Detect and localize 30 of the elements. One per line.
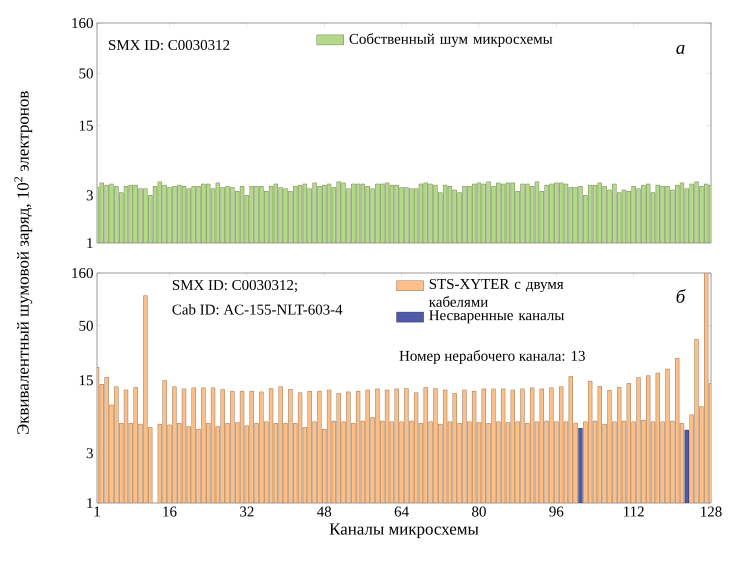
x-tick-label: 112 xyxy=(624,506,644,516)
x-tick-label: 16 xyxy=(163,506,177,517)
y-tick-label: 160 xyxy=(72,18,93,28)
annotation: Номер нерабочего канала: 13 xyxy=(400,350,585,364)
y-axis-title: Эквивалентный шумовой заряд, 10$^{2}$ электронов xyxy=(14,91,32,434)
annotation: б xyxy=(676,289,686,303)
y-tick-label: 1 xyxy=(87,238,93,248)
y-tick-label: 50 xyxy=(79,320,93,331)
x-tick-label: 48 xyxy=(317,506,332,517)
y-tick-label: 3 xyxy=(86,190,93,200)
y-tick-label: 15 xyxy=(80,375,93,386)
legend-label: Несваренные каналы xyxy=(429,310,564,324)
annotation: SMX ID: C0030312; xyxy=(172,280,297,292)
x-tick-label: 64 xyxy=(394,506,409,517)
annotation: SMX ID: C0030312 xyxy=(109,40,230,50)
y-tick-label: 1 xyxy=(87,498,93,508)
y-tick-label: 160 xyxy=(72,268,93,278)
x-tick-label: 1 xyxy=(94,506,100,516)
x-tick-label: 32 xyxy=(240,506,254,517)
y-tick-label: 50 xyxy=(79,68,93,78)
y-tick-label: 15 xyxy=(80,120,93,131)
annotation: а xyxy=(676,44,685,54)
y-tick-label: 3 xyxy=(86,448,93,458)
legend-label: Собственный шум микросхемы xyxy=(350,33,552,48)
legend-label: STS-XYTER с двумя кабелями xyxy=(429,278,564,307)
annotation: Cab ID: AC-155-NLT-603-4 xyxy=(172,304,342,315)
x-tick-label: 96 xyxy=(549,506,564,517)
x-tick-label: 80 xyxy=(472,506,486,517)
x-tick-label: 128 xyxy=(701,506,722,517)
x-axis-title: Каналы микросхемы xyxy=(330,523,478,538)
